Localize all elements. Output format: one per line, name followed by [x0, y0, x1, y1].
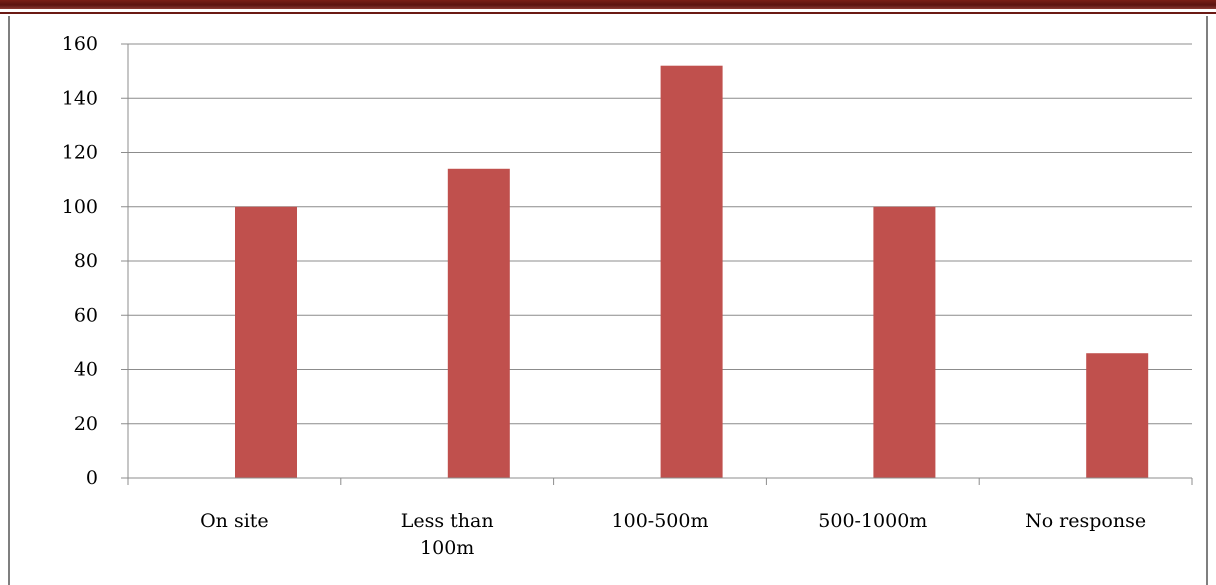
header-rule: [0, 12, 1216, 14]
x-tick-label: On site: [200, 510, 269, 532]
y-tick-label: 80: [74, 250, 98, 272]
bar-on-site: [235, 206, 297, 478]
bar-no-response: [1086, 353, 1149, 478]
x-tick-labels: On site Less than 100m 100-500m 500-1000m No …: [200, 510, 1146, 559]
x-tick-label: Less than 100m: [401, 510, 494, 559]
bar-100-500m: [660, 65, 723, 478]
bars: [235, 65, 1149, 478]
gridlines: [128, 43, 1192, 425]
x-tick-label: 100-500m: [612, 510, 709, 532]
y-tick-label: 160: [62, 33, 98, 55]
chart-frame: [8, 16, 1208, 585]
y-tick-label: 140: [62, 87, 98, 109]
y-tick-label: 20: [74, 413, 98, 435]
y-tick-label: 60: [74, 304, 98, 326]
y-tick-labels: 0 20 40 60 80 100 120 140 160: [62, 33, 98, 489]
bar-less-than-100m: [447, 168, 510, 478]
y-tick-label: 40: [74, 359, 98, 381]
axes: [121, 43, 1193, 485]
y-tick-label: 100: [62, 196, 98, 218]
y-tick-label: 0: [86, 467, 98, 489]
y-tick-label: 120: [62, 142, 98, 164]
x-tick-label: 500-1000m: [818, 510, 927, 532]
bar-500-1000m: [873, 206, 936, 478]
x-tick-label: No response: [1025, 510, 1146, 532]
header-band: [0, 0, 1216, 9]
